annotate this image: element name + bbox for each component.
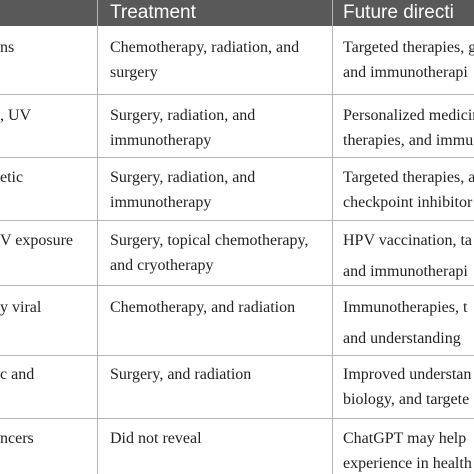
table-row-7-treatment: Did not reveal	[110, 430, 202, 447]
table-row-1-future: Targeted therapies, g and immunotherapi	[343, 39, 474, 81]
row-divider	[0, 94, 474, 95]
table-row-6-treatment: Surgery, and radiation	[110, 366, 252, 383]
table-header: Treatment Future directi	[0, 0, 474, 26]
table-row-7-condition: ncers	[0, 430, 34, 447]
header-treatment: Treatment	[110, 2, 196, 23]
table-row-1-condition: ns	[0, 39, 15, 56]
table-row-7-future: ChatGPT may help experience in health	[343, 430, 472, 472]
table-row-4-treatment: Surgery, topical chemotherapy, and cryoth…	[110, 232, 309, 274]
table-row-4-future: HPV vaccination, ta and immunotherapi	[343, 232, 473, 280]
table-row-6-future: Improved understan biology, and targete	[343, 366, 472, 408]
table-row-3-condition: etic	[0, 169, 24, 186]
table-row-4-condition: V exposure	[0, 232, 74, 249]
header-condition	[10, 0, 90, 26]
table-row-5-condition: y viral	[0, 299, 42, 316]
row-divider	[0, 418, 474, 419]
row-divider	[0, 285, 474, 286]
header-future-directions: Future directi	[343, 2, 454, 23]
row-divider	[0, 157, 474, 158]
column-divider	[332, 0, 333, 474]
table-row-2-future: Personalized medicin therapies, and immu	[343, 107, 474, 149]
table-row-3-future: Targeted therapies, a checkpoint inhibito…	[343, 169, 474, 211]
table-row-5-treatment: Chemotherapy, and radiation	[110, 299, 296, 316]
table-row-2-condition: , UV	[0, 107, 32, 124]
row-divider	[0, 220, 474, 221]
table-row-1-treatment: Chemotherapy, radiation, and surgery	[110, 39, 300, 81]
table-row-6-condition: c and	[0, 366, 35, 383]
table-row-2-treatment: Surgery, radiation, and immunotherapy	[110, 107, 256, 149]
table-row-5-future: Immunotherapies, t and understanding	[343, 299, 468, 347]
column-divider	[97, 0, 98, 474]
table-row-3-treatment: Surgery, radiation, and immunotherapy	[110, 169, 256, 211]
row-divider	[0, 355, 474, 356]
